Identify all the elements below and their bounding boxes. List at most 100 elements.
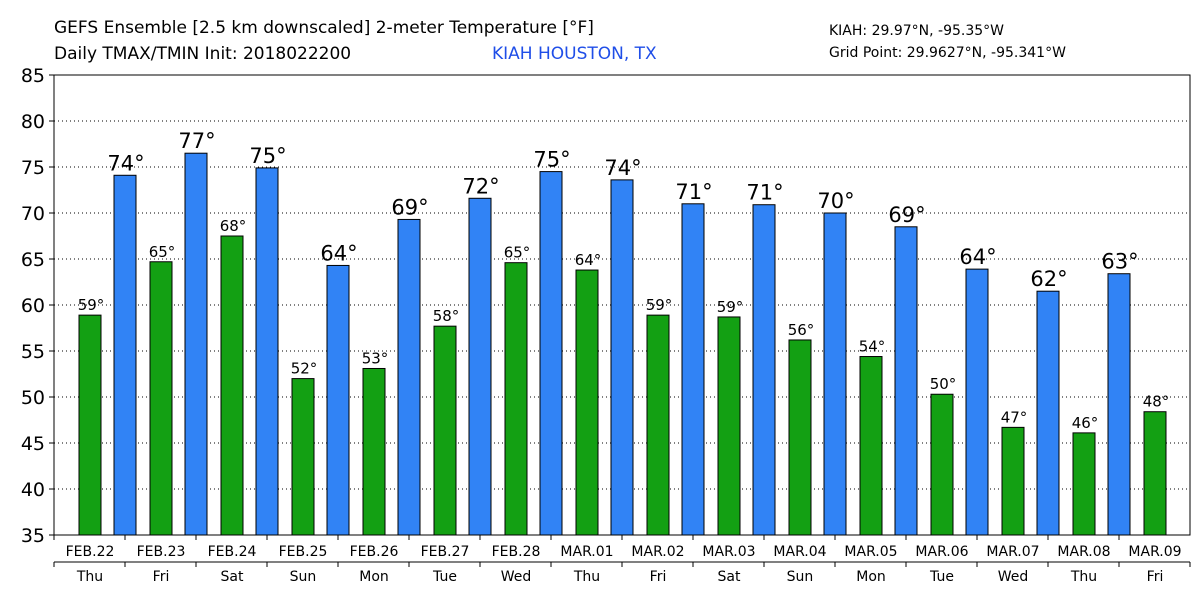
tmin-bar (788, 339, 812, 536)
x-date-label: MAR.04 (773, 544, 826, 560)
tmax-bar-label: 63° (1101, 250, 1138, 274)
tmin-bar (291, 378, 315, 536)
tmax-bar-label: 71° (675, 180, 712, 204)
x-weekday-label: Sat (221, 569, 244, 585)
x-date-label: FEB.23 (137, 544, 186, 560)
tmin-bar (78, 314, 102, 536)
tmin-bar-label: 54° (859, 338, 886, 356)
tmin-bar-label: 56° (788, 321, 815, 339)
tmin-bar-label: 68° (220, 217, 247, 235)
tmin-bar (1143, 411, 1167, 536)
x-date-label: FEB.27 (421, 544, 470, 560)
tmin-bar-label: 59° (78, 296, 105, 314)
tmax-bar-label: 75° (533, 148, 570, 172)
tmax-bar-label: 64° (320, 241, 357, 265)
tmin-bar (220, 235, 244, 536)
tmin-bar (717, 316, 741, 536)
station-name: KIAH HOUSTON, TX (492, 44, 657, 64)
tmax-bar-label: 75° (249, 144, 286, 168)
x-date-label: FEB.24 (208, 544, 257, 560)
x-weekday-label: Sat (718, 569, 741, 585)
tmax-bar (326, 264, 350, 536)
x-axis: FEB.22 Thu FEB.23 Fri FEB.24 Sat FEB.25 Sun FEB.… (53, 535, 1191, 585)
x-date-label: MAR.06 (915, 544, 968, 560)
y-tick-label: 60 (21, 295, 45, 317)
x-date-label: MAR.05 (844, 544, 897, 560)
y-tick-label: 70 (21, 203, 45, 225)
x-weekday-label: Thu (1070, 569, 1097, 585)
y-tick-label: 75 (21, 157, 45, 179)
tmax-bar-label: 64° (959, 245, 996, 269)
tmin-bar (1001, 426, 1025, 536)
tmin-bar (646, 314, 670, 536)
tmin-bar-label: 50° (930, 375, 957, 393)
tmax-bar (965, 268, 989, 536)
tmax-bar (1036, 290, 1060, 536)
x-date-label: FEB.28 (492, 544, 541, 560)
tmin-bar-label: 47° (1001, 408, 1028, 426)
y-tick-label: 40 (21, 479, 45, 501)
x-date-label: MAR.03 (702, 544, 755, 560)
bar-series (78, 152, 1167, 536)
grid-point-coordinates: Grid Point: 29.9627°N, -95.341°W (829, 45, 1066, 61)
x-weekday-label: Thu (76, 569, 103, 585)
x-weekday-label: Fri (650, 569, 667, 585)
data-labels: 59° 74° 65° 77° 68° 75° 52° 64° 53° 69° 58° 72° 65° 7… (78, 129, 1170, 432)
tmin-bar (504, 262, 528, 536)
tmax-bar-label: 77° (178, 129, 215, 153)
x-date-label: FEB.22 (66, 544, 115, 560)
tmin-bar-label: 53° (362, 349, 389, 367)
x-weekday-label: Sun (787, 569, 814, 585)
y-tick-label: 50 (21, 387, 45, 409)
tmin-bar (575, 269, 599, 536)
y-tick-label: 85 (21, 65, 45, 87)
tmin-bar (1072, 432, 1096, 536)
y-tick-label: 65 (21, 249, 45, 271)
tmax-bar (184, 152, 208, 536)
x-weekday-label: Wed (998, 569, 1029, 585)
tmin-bar-label: 58° (433, 307, 460, 325)
x-weekday-label: Wed (501, 569, 532, 585)
tmax-bar (752, 204, 776, 536)
tmax-bar-label: 72° (462, 174, 499, 198)
tmax-bar (468, 197, 492, 536)
chart-title: GEFS Ensemble [2.5 km downscaled] 2-mete… (54, 18, 594, 38)
tmax-bar-label: 69° (888, 203, 925, 227)
tmax-bar (823, 212, 847, 536)
tmin-bar (433, 325, 457, 536)
tmin-bar (930, 393, 954, 536)
tmax-bar (255, 167, 279, 536)
tmin-bar-label: 48° (1143, 393, 1170, 411)
y-tick-label: 45 (21, 433, 45, 455)
x-weekday-label: Mon (856, 569, 886, 585)
tmin-bar (362, 367, 386, 536)
tmin-bar-label: 59° (717, 298, 744, 316)
chart-subtitle: Daily TMAX/TMIN Init: 2018022200 (54, 44, 352, 64)
tmax-bar-label: 62° (1030, 267, 1067, 291)
x-date-label: MAR.07 (986, 544, 1039, 560)
tmin-bar-label: 65° (504, 244, 531, 262)
tmin-bar-label: 64° (575, 251, 602, 269)
tmax-bar-label: 70° (817, 189, 854, 213)
y-tick-label: 35 (21, 525, 45, 547)
tmin-bar (859, 356, 883, 536)
x-weekday-label: Tue (432, 569, 457, 585)
tmax-bar-label: 74° (107, 151, 144, 175)
x-weekday-label: Sun (290, 569, 317, 585)
x-date-label: MAR.02 (631, 544, 684, 560)
tmax-bar-label: 74° (604, 156, 641, 180)
y-tick-label: 55 (21, 341, 45, 363)
x-weekday-label: Tue (929, 569, 954, 585)
x-weekday-label: Fri (1147, 569, 1164, 585)
tmax-bar (397, 218, 421, 536)
tmax-bar (539, 171, 563, 536)
tmax-bar (894, 226, 918, 536)
x-date-label: FEB.25 (279, 544, 328, 560)
tmax-bar-label: 71° (746, 181, 783, 205)
tmax-bar-label: 69° (391, 195, 428, 219)
x-date-label: FEB.26 (350, 544, 399, 560)
tmin-bar-label: 59° (646, 296, 673, 314)
tmin-bar (149, 261, 173, 536)
y-axis-ticks: 35 40 45 50 55 60 65 70 75 80 85 (21, 65, 54, 547)
